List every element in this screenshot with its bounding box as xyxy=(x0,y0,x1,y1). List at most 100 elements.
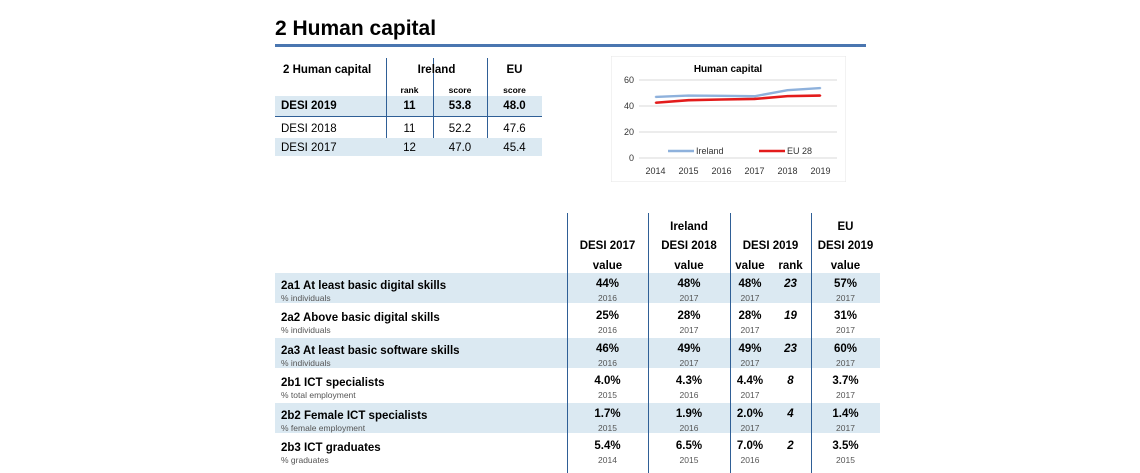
summary-header: 2 Human capital xyxy=(283,64,372,76)
indicator-value-desi-2019: 2.0% xyxy=(736,407,764,420)
summary-eu-score: 47.6 xyxy=(503,123,526,135)
indicator-unit: % female employment xyxy=(281,422,366,433)
indicator-rank: 2 xyxy=(787,440,794,452)
col-desi-2017: DESI 2017 xyxy=(579,240,636,252)
indicator-value-desi-2019: 28% xyxy=(738,310,762,323)
indicator-unit: % individuals xyxy=(281,357,331,368)
summary-divider xyxy=(275,116,542,117)
indicator-value-desi-2018: 6.5% xyxy=(675,440,703,452)
indicator-year-desi-2019: 2017 xyxy=(740,357,760,368)
indicator-year-desi-2017: 2016 xyxy=(598,293,617,303)
summary-rank: 11 xyxy=(403,123,416,135)
indicator-year-desi-2019: 2017 xyxy=(740,390,760,401)
indicator-year-eu-2019: 2017 xyxy=(836,422,855,433)
indicator-shade-row xyxy=(275,337,880,368)
chart-point xyxy=(654,101,657,104)
summary-score-subheader: score xyxy=(448,85,472,95)
indicator-rank: 23 xyxy=(784,278,797,290)
indicator-unit: % individuals xyxy=(281,325,331,336)
indicator-value-desi-2017: 4.0% xyxy=(594,375,621,388)
chart-xtick-label: 2014 xyxy=(645,166,665,176)
title-rule xyxy=(275,44,866,47)
indicator-year-desi-2018: 2017 xyxy=(679,357,699,368)
indicator-year-eu-2019: 2017 xyxy=(836,357,855,368)
chart-xtick-label: 2017 xyxy=(744,166,764,176)
indicator-year-desi-2018: 2016 xyxy=(679,390,699,401)
indicator-value-desi-2017: 5.4% xyxy=(594,440,621,452)
sub-value: value xyxy=(674,260,704,272)
indicator-rank: 23 xyxy=(784,342,797,355)
section-title: 2 Human capital xyxy=(275,17,437,40)
indicator-year-desi-2017: 2016 xyxy=(598,357,617,368)
indicator-value-desi-2017: 25% xyxy=(595,310,620,323)
summary-eu-header: EU xyxy=(506,64,523,76)
summary-rank: 11 xyxy=(403,100,416,112)
indicator-value-eu-2019: 57% xyxy=(833,278,858,290)
chart-legend-label: Ireland xyxy=(696,146,724,156)
summary-shade-row xyxy=(275,138,542,156)
indicator-value-desi-2017: 1.7% xyxy=(594,407,621,420)
chart-title: Human capital xyxy=(694,64,763,75)
sub-value: value xyxy=(735,260,765,272)
chart-point xyxy=(786,89,789,91)
chart-xtick-label: 2019 xyxy=(810,166,830,176)
indicator-rank: 4 xyxy=(787,407,794,420)
indicator-table: Ireland EU DESI 2017 DESI 2018 DESI 2019… xyxy=(275,213,880,473)
col-desi-2018: DESI 2018 xyxy=(661,240,717,252)
indicator-vline xyxy=(567,213,568,473)
indicator-value-desi-2019: 49% xyxy=(738,342,762,355)
chart-legend-label: EU 28 xyxy=(787,146,812,156)
indicator-value-desi-2018: 4.3% xyxy=(675,375,703,388)
chart-xtick-label: 2016 xyxy=(711,166,731,176)
indicator-eu-group: EU xyxy=(837,221,854,233)
indicator-value-desi-2019: 48% xyxy=(738,278,762,290)
indicator-label: 2a1 At least basic digital skills xyxy=(281,280,447,292)
indicator-rank: 19 xyxy=(784,310,797,323)
indicator-year-desi-2017: 2015 xyxy=(598,390,617,401)
chart-point xyxy=(687,94,690,97)
indicator-vline xyxy=(811,213,812,473)
chart-point xyxy=(819,94,822,97)
summary-rank-subheader: rank xyxy=(400,85,419,95)
indicator-year-desi-2019: 2017 xyxy=(740,422,760,433)
chart-xtick-label: 2018 xyxy=(777,166,797,176)
indicator-year-desi-2018: 2015 xyxy=(679,455,699,465)
indicator-rank: 8 xyxy=(787,375,794,388)
sub-rank: rank xyxy=(778,260,803,272)
indicator-unit: % individuals xyxy=(281,293,331,303)
summary-table: 2 Human capital Ireland EU rank score sc… xyxy=(275,58,542,158)
chart-xtick-label: 2015 xyxy=(678,166,698,176)
indicator-value-desi-2019: 4.4% xyxy=(736,375,764,388)
indicator-value-desi-2019: 7.0% xyxy=(736,440,764,452)
indicator-value-eu-2019: 3.5% xyxy=(832,440,859,452)
chart-point xyxy=(654,96,657,98)
chart-ytick-label: 20 xyxy=(624,127,634,137)
indicator-unit: % graduates xyxy=(281,455,329,465)
chart-point xyxy=(720,95,723,97)
sub-value: value xyxy=(592,260,623,272)
indicator-value-eu-2019: 60% xyxy=(833,342,858,355)
indicator-year-desi-2018: 2016 xyxy=(679,422,699,433)
col-desi-2019: DESI 2019 xyxy=(742,240,799,252)
indicator-year-eu-2019: 2015 xyxy=(836,455,855,465)
summary-score: 47.0 xyxy=(448,142,472,154)
human-capital-chart: Human capital 0 20 40 60 2014 2015 2016 2017 20… xyxy=(610,55,847,183)
summary-row-label: DESI 2017 xyxy=(281,142,337,154)
summary-row-label: DESI 2019 xyxy=(281,100,337,112)
chart-point xyxy=(753,98,756,100)
indicator-label: 2a2 Above basic digital skills xyxy=(281,312,440,325)
summary-eu-score: 45.4 xyxy=(503,142,526,154)
chart-series-line-ireland xyxy=(655,86,821,99)
indicator-value-eu-2019: 3.7% xyxy=(832,375,859,388)
indicator-value-eu-2019: 1.4% xyxy=(832,407,859,420)
indicator-year-desi-2019: 2017 xyxy=(740,325,760,336)
sub-value: value xyxy=(830,260,861,272)
chart-series-line-eu-28 xyxy=(655,94,821,105)
summary-score: 53.8 xyxy=(448,100,472,112)
indicator-year-desi-2018: 2017 xyxy=(679,293,699,303)
summary-highlight-row xyxy=(275,96,542,116)
indicator-label: 2a3 At least basic software skills xyxy=(281,344,460,357)
indicator-year-desi-2017: 2016 xyxy=(598,325,617,336)
indicator-value-desi-2017: 44% xyxy=(595,278,620,290)
indicator-shade-row xyxy=(275,402,880,433)
